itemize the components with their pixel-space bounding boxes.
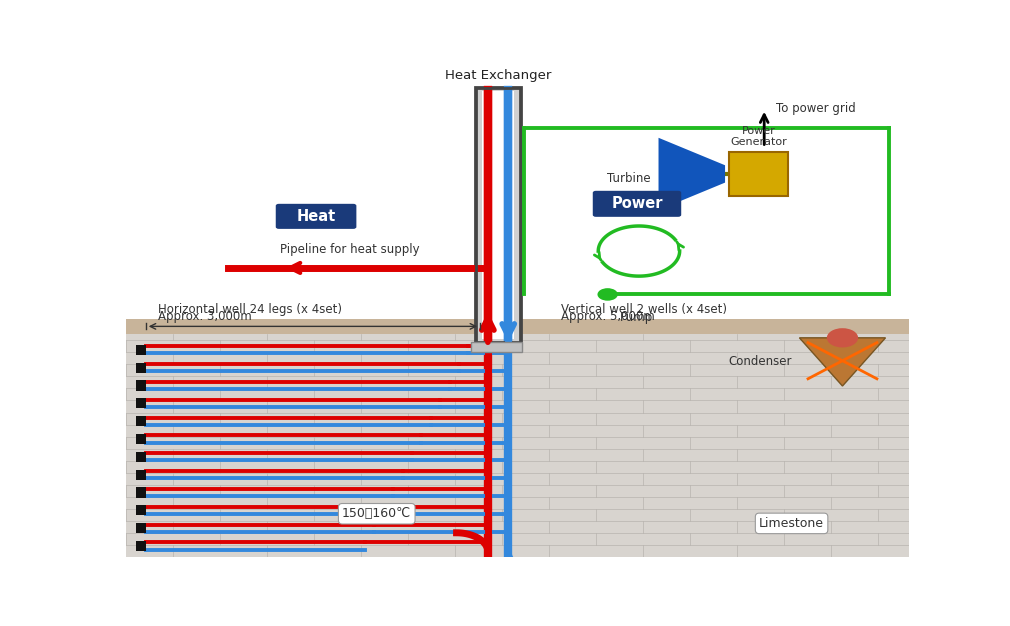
Bar — [136, 416, 145, 426]
Bar — [126, 75, 909, 319]
Text: Pipeline for heat supply: Pipeline for heat supply — [280, 243, 419, 256]
Text: Limestone: Limestone — [760, 517, 824, 530]
Bar — [482, 91, 514, 339]
Bar — [483, 91, 514, 338]
Text: Heat Exchanger: Heat Exchanger — [444, 69, 551, 83]
Bar — [136, 488, 145, 498]
Bar — [136, 541, 145, 551]
Bar — [136, 362, 145, 372]
Bar — [136, 523, 145, 533]
Bar — [136, 398, 145, 408]
Text: Power: Power — [611, 197, 663, 212]
Bar — [136, 381, 145, 391]
Text: Turbine: Turbine — [607, 172, 650, 185]
Polygon shape — [800, 338, 886, 386]
Bar — [729, 152, 788, 195]
Text: Approx. 5,000m: Approx. 5,000m — [561, 310, 654, 323]
Text: Horizontal well 24 legs (x 4set): Horizontal well 24 legs (x 4set) — [158, 303, 341, 316]
Bar — [136, 434, 145, 444]
Text: Power
Generator: Power Generator — [730, 126, 787, 148]
Circle shape — [827, 328, 858, 347]
FancyBboxPatch shape — [593, 191, 681, 217]
Polygon shape — [659, 138, 725, 210]
Bar — [126, 334, 909, 557]
Bar — [136, 470, 145, 480]
Text: Approx. 3,000m: Approx. 3,000m — [158, 310, 251, 323]
Text: Condenser: Condenser — [728, 356, 792, 369]
Text: To power grid: To power grid — [776, 103, 855, 115]
Bar — [136, 345, 145, 355]
Circle shape — [598, 288, 618, 300]
Bar — [136, 505, 145, 515]
FancyBboxPatch shape — [276, 204, 357, 229]
Text: Heat: Heat — [297, 209, 335, 224]
Bar — [476, 87, 521, 342]
Bar — [476, 88, 520, 342]
Bar — [471, 342, 521, 352]
Text: Vertical well 2 wells (x 4set): Vertical well 2 wells (x 4set) — [561, 303, 726, 316]
Text: Pump: Pump — [619, 311, 652, 324]
Bar — [136, 452, 145, 462]
Text: 150～160℃: 150～160℃ — [342, 507, 411, 520]
Bar — [126, 319, 909, 350]
